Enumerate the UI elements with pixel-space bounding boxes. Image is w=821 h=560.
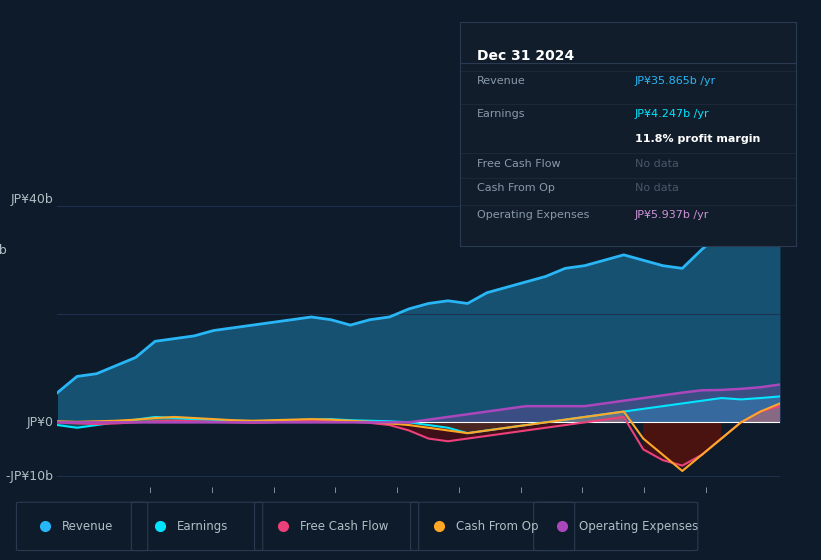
Text: Revenue: Revenue — [62, 520, 113, 533]
Text: Earnings: Earnings — [177, 520, 228, 533]
Text: Free Cash Flow: Free Cash Flow — [477, 158, 560, 169]
Text: Operating Expenses: Operating Expenses — [579, 520, 698, 533]
Text: Operating Expenses: Operating Expenses — [477, 210, 589, 220]
Text: JP¥40b: JP¥40b — [11, 193, 54, 206]
Text: No data: No data — [635, 158, 679, 169]
Text: JP¥35.865b /yr: JP¥35.865b /yr — [635, 76, 716, 86]
Text: Earnings: Earnings — [477, 109, 525, 119]
Text: Cash From Op: Cash From Op — [456, 520, 538, 533]
Text: No data: No data — [635, 183, 679, 193]
Text: JP¥5.937b /yr: JP¥5.937b /yr — [635, 210, 709, 220]
Text: 11.8% profit margin: 11.8% profit margin — [635, 134, 760, 144]
Text: JP¥0: JP¥0 — [27, 416, 54, 429]
Text: Cash From Op: Cash From Op — [477, 183, 554, 193]
Text: JP¥40b: JP¥40b — [0, 244, 7, 257]
Text: Dec 31 2024: Dec 31 2024 — [477, 49, 574, 63]
Text: Free Cash Flow: Free Cash Flow — [300, 520, 388, 533]
Text: JP¥4.247b /yr: JP¥4.247b /yr — [635, 109, 709, 119]
Text: -JP¥10b: -JP¥10b — [6, 470, 54, 483]
Text: Revenue: Revenue — [477, 76, 525, 86]
